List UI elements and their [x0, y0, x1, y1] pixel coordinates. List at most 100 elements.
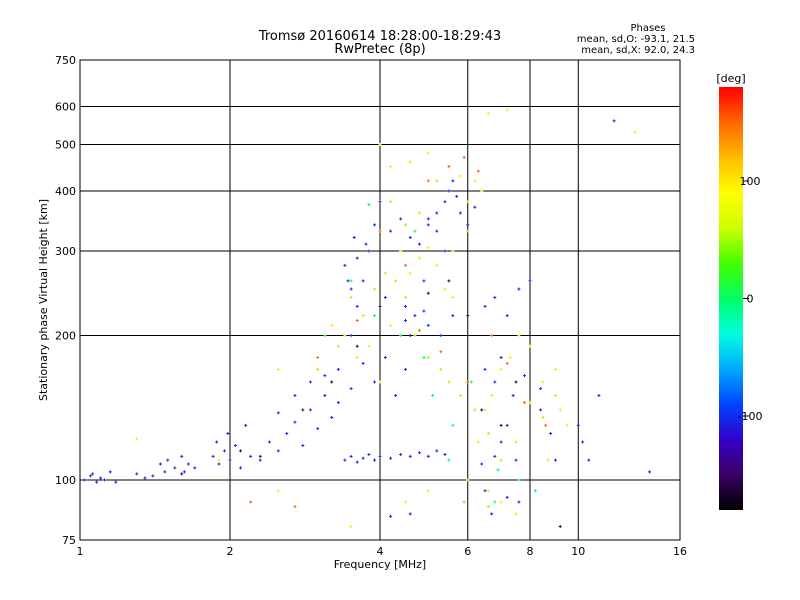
- data-point: [435, 211, 439, 215]
- data-point: [349, 296, 353, 300]
- data-point: [389, 229, 393, 233]
- data-point: [349, 287, 353, 291]
- data-point: [361, 314, 365, 318]
- data-point: [361, 456, 365, 460]
- data-point: [367, 202, 371, 206]
- data-point: [458, 394, 462, 398]
- data-points: [82, 108, 652, 529]
- data-point: [336, 401, 340, 405]
- data-point: [517, 500, 521, 504]
- data-point: [443, 453, 447, 457]
- data-point: [426, 355, 430, 359]
- data-point: [447, 164, 451, 168]
- data-point: [403, 296, 407, 300]
- data-point: [480, 408, 484, 412]
- data-point: [612, 119, 616, 123]
- data-point: [343, 458, 347, 462]
- data-point: [466, 223, 470, 227]
- colorbar-tick-label: -100: [738, 410, 763, 423]
- data-point: [553, 394, 557, 398]
- data-point: [486, 505, 490, 509]
- data-point: [399, 217, 403, 221]
- data-point: [293, 420, 297, 424]
- data-point: [408, 454, 412, 458]
- data-point: [226, 432, 230, 436]
- data-point: [316, 427, 320, 431]
- data-point: [558, 525, 562, 529]
- data-point: [394, 279, 398, 283]
- data-point: [473, 179, 477, 183]
- data-point: [293, 394, 297, 398]
- data-point: [499, 355, 503, 359]
- data-point: [323, 394, 327, 398]
- data-point: [451, 179, 455, 183]
- data-point: [389, 164, 393, 168]
- data-point: [135, 472, 139, 476]
- data-point: [249, 500, 253, 504]
- data-point: [422, 355, 426, 359]
- colorbar-tick-label: 0: [747, 293, 754, 306]
- data-point: [466, 229, 470, 233]
- data-point: [308, 408, 312, 412]
- colorbar-label: [deg]: [716, 72, 745, 85]
- data-point: [486, 489, 490, 493]
- x-tick-label: 1: [77, 545, 84, 558]
- data-point: [417, 451, 421, 455]
- data-point: [349, 387, 353, 391]
- data-point: [346, 279, 350, 283]
- data-point: [413, 229, 417, 233]
- data-point: [462, 155, 466, 159]
- data-point: [373, 380, 377, 384]
- data-point: [413, 314, 417, 318]
- data-point: [558, 408, 562, 412]
- data-point: [403, 304, 407, 308]
- data-point: [581, 440, 585, 444]
- data-point: [439, 350, 443, 354]
- data-point: [223, 449, 227, 453]
- data-point: [597, 394, 601, 398]
- data-point: [276, 449, 280, 453]
- data-point: [378, 200, 382, 204]
- data-point: [435, 229, 439, 233]
- data-point: [466, 380, 470, 384]
- data-point: [349, 525, 353, 529]
- data-point: [215, 440, 219, 444]
- colorbar-ticks: 100 0 -100: [738, 175, 763, 423]
- data-point: [408, 334, 412, 338]
- data-point: [435, 263, 439, 267]
- data-point: [352, 236, 356, 240]
- plot-frame: [79, 59, 681, 541]
- data-point: [426, 489, 430, 493]
- y-tick-label: 400: [55, 185, 76, 198]
- data-point: [499, 367, 503, 371]
- data-point: [389, 323, 393, 327]
- data-point: [330, 415, 334, 419]
- data-point: [383, 355, 387, 359]
- data-point: [373, 458, 377, 462]
- data-point: [173, 466, 177, 470]
- data-point: [514, 512, 518, 516]
- data-point: [367, 249, 371, 253]
- data-point: [417, 328, 421, 332]
- data-point: [422, 279, 426, 283]
- data-point: [426, 323, 430, 327]
- data-point: [505, 423, 509, 427]
- data-point: [276, 367, 280, 371]
- data-point: [82, 478, 86, 482]
- x-axis-ticks: 1 2 4 6 8 10 16: [77, 545, 688, 558]
- data-point: [576, 423, 580, 427]
- data-point: [473, 205, 477, 209]
- data-point: [193, 466, 197, 470]
- data-point: [455, 194, 459, 198]
- data-point: [499, 440, 503, 444]
- data-point: [426, 179, 430, 183]
- data-point: [451, 249, 455, 253]
- data-point: [182, 470, 186, 474]
- x-tick-label: 10: [571, 545, 585, 558]
- data-point: [135, 437, 139, 441]
- data-point: [499, 500, 503, 504]
- data-point: [373, 223, 377, 227]
- data-point: [349, 334, 353, 338]
- data-point: [276, 489, 280, 493]
- data-point: [403, 223, 407, 227]
